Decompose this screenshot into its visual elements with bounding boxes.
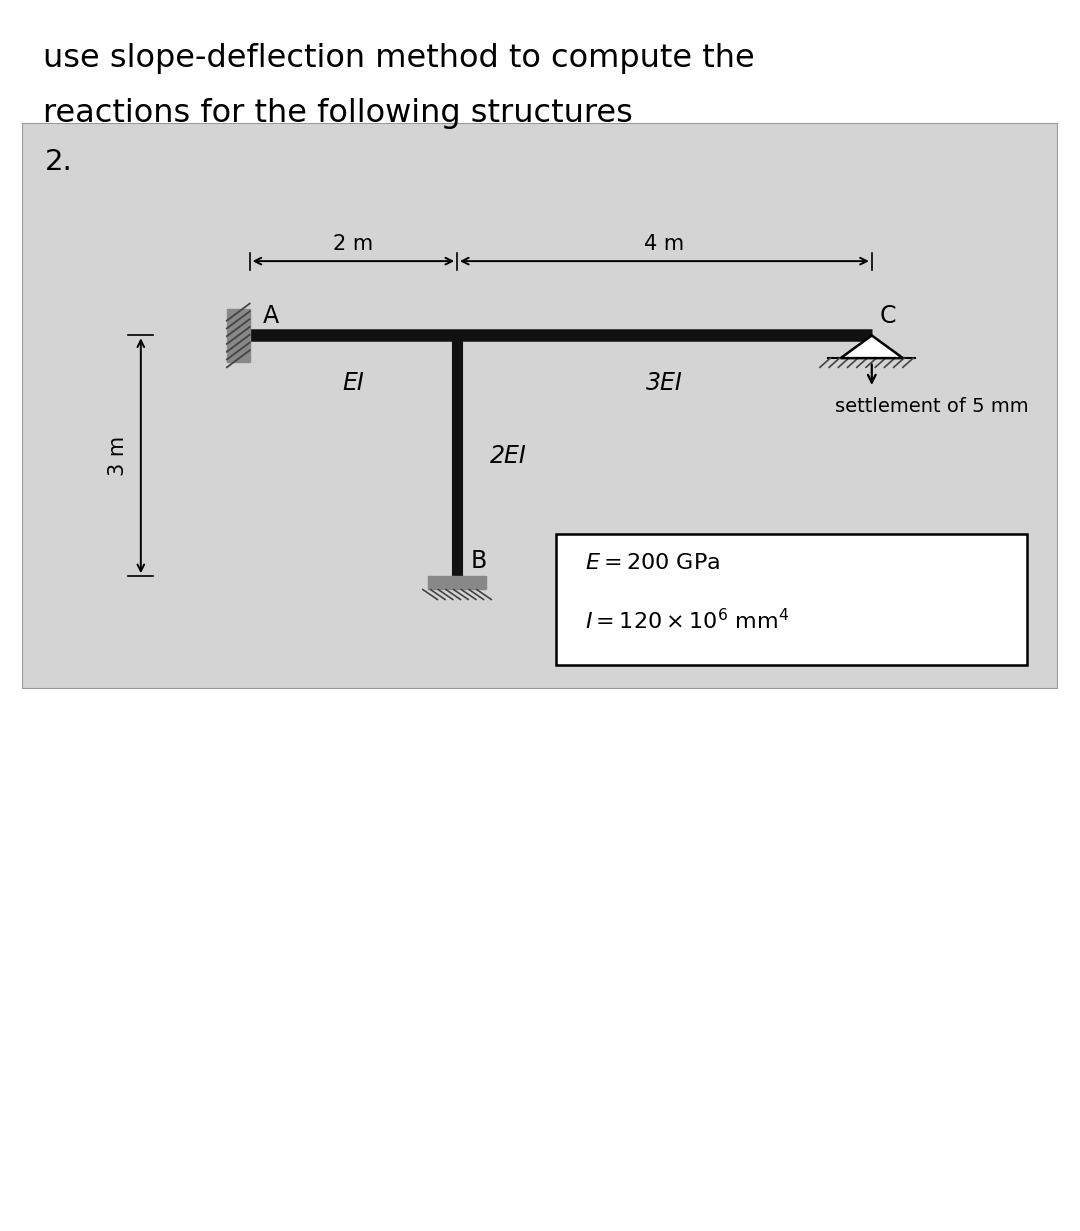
Text: 2 m: 2 m: [334, 234, 374, 254]
Text: $I = 120 \times 10^6$ mm$^4$: $I = 120 \times 10^6$ mm$^4$: [584, 608, 788, 633]
Bar: [428, 576, 486, 588]
Text: 2EI: 2EI: [490, 444, 527, 468]
Text: 4 m: 4 m: [645, 234, 685, 254]
Text: 3 m: 3 m: [108, 436, 129, 476]
Bar: [227, 309, 249, 362]
Text: B: B: [471, 549, 487, 574]
Text: A: A: [264, 304, 280, 329]
Text: reactions for the following structures: reactions for the following structures: [43, 98, 633, 129]
Text: use slope-deflection method to compute the: use slope-deflection method to compute t…: [43, 43, 755, 74]
Text: $E = 200$ GPa: $E = 200$ GPa: [584, 554, 719, 574]
FancyBboxPatch shape: [555, 534, 1027, 665]
Text: 3EI: 3EI: [646, 371, 683, 395]
Text: EI: EI: [342, 371, 364, 395]
Text: C: C: [880, 304, 896, 329]
Text: settlement of 5 mm: settlement of 5 mm: [836, 398, 1029, 416]
Text: 2.: 2.: [44, 148, 72, 176]
Polygon shape: [840, 336, 903, 358]
